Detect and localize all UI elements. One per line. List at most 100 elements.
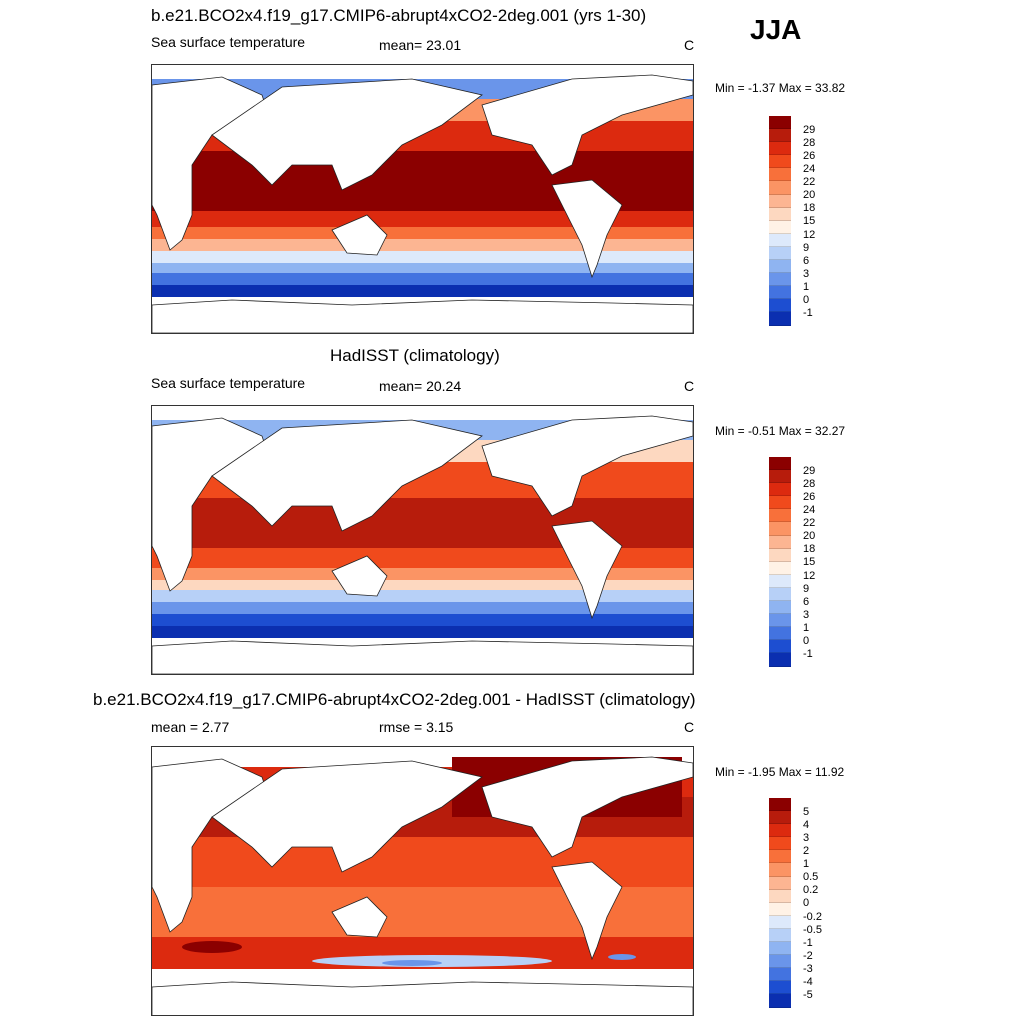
cbar-1-tick: 1: [803, 281, 810, 293]
cbar-2-tick: 12: [803, 570, 816, 582]
cbar-1-swatch: [769, 246, 791, 261]
cbar-1-tick: 0: [803, 294, 810, 306]
panel-3-map: [151, 746, 694, 1016]
panel-3-colorbar: [769, 798, 791, 1008]
cbar-3-swatch: [769, 968, 791, 982]
panel-1-minmax: Min = -1.37 Max = 33.82: [715, 81, 846, 95]
cbar-2-tick: 24: [803, 504, 816, 516]
cbar-2-tick: 3: [803, 609, 810, 621]
cbar-1-tick: 24: [803, 163, 816, 175]
cbar-2-swatch: [769, 601, 791, 615]
cbar-2-swatch: [769, 483, 791, 497]
cbar-3-tick: 2: [803, 845, 810, 857]
cbar-3-tick: 0: [803, 897, 810, 909]
cbar-2-tick: 15: [803, 556, 816, 568]
cbar-3-swatch: [769, 850, 791, 864]
cbar-1-tick: 6: [803, 255, 810, 267]
cbar-3-swatch: [769, 798, 791, 812]
cbar-1-tick: 28: [803, 137, 816, 149]
cbar-3-tick: -4: [803, 976, 813, 988]
cbar-3-swatch: [769, 994, 791, 1008]
cbar-3-tick: -2: [803, 950, 813, 962]
cbar-3-tick: 3: [803, 832, 810, 844]
cbar-1-swatch: [769, 233, 791, 247]
cbar-1-swatch: [769, 181, 791, 195]
cbar-3-swatch: [769, 981, 791, 995]
panel-3-rmse: rmse = 3.15: [379, 719, 454, 735]
cbar-1-swatch: [769, 286, 791, 300]
cbar-3-swatch: [769, 837, 791, 851]
cbar-2-swatch: [769, 535, 791, 549]
cbar-1-tick: 18: [803, 202, 816, 214]
cbar-1-swatch: [769, 260, 791, 274]
cbar-2-tick: 9: [803, 583, 810, 595]
cbar-3-tick: 4: [803, 819, 810, 831]
cbar-2-swatch: [769, 640, 791, 654]
panel-1-mean: mean= 23.01: [379, 37, 462, 53]
cbar-3-swatch: [769, 928, 791, 943]
cbar-1-swatch: [769, 142, 791, 156]
cbar-2-swatch: [769, 561, 791, 575]
cbar-3-swatch: [769, 889, 791, 903]
cbar-1-tick: 12: [803, 229, 816, 241]
cbar-3-tick: 0.5: [803, 871, 819, 883]
cbar-1-swatch: [769, 129, 791, 143]
cbar-3-swatch: [769, 915, 791, 929]
cbar-1-swatch: [769, 220, 791, 234]
cbar-2-swatch: [769, 457, 791, 471]
cbar-1-tick: 26: [803, 150, 816, 162]
panel-1-left-label: Sea surface temperature: [151, 34, 306, 50]
cbar-2-tick: 20: [803, 530, 816, 542]
cbar-1-swatch: [769, 155, 791, 169]
cbar-1-swatch: [769, 273, 791, 287]
cbar-1-tick: 20: [803, 189, 816, 201]
cbar-1-tick: 9: [803, 242, 810, 254]
cbar-1-tick: 22: [803, 176, 816, 188]
cbar-1-tick: -1: [803, 307, 813, 319]
cbar-1-swatch: [769, 194, 791, 208]
cbar-1-swatch: [769, 168, 791, 182]
panel-1-colorbar: [769, 116, 791, 326]
cbar-3-tick: -5: [803, 989, 813, 1001]
panel-2-colorbar: [769, 457, 791, 667]
cbar-1-swatch: [769, 299, 791, 313]
cbar-3-swatch: [769, 824, 791, 838]
cbar-3-tick: -0.2: [803, 911, 822, 923]
panel-3-minmax: Min = -1.95 Max = 11.92: [715, 765, 845, 779]
season-label: JJA: [750, 14, 802, 45]
cbar-2-swatch: [769, 522, 791, 536]
cbar-2-swatch: [769, 587, 791, 602]
cbar-2-swatch: [769, 614, 791, 628]
panel-1-units: C: [684, 37, 695, 53]
cbar-3-swatch: [769, 902, 791, 916]
cbar-2-tick: 6: [803, 596, 810, 608]
cbar-1-swatch: [769, 312, 791, 326]
cbar-3-tick: 0.2: [803, 884, 819, 896]
panel-2-map: [151, 405, 694, 675]
panel-1-title: b.e21.BCO2x4.f19_g17.CMIP6-abrupt4xCO2-2…: [151, 6, 647, 25]
cbar-2-swatch: [769, 509, 791, 523]
cbar-2-swatch: [769, 574, 791, 588]
cbar-3-swatch: [769, 876, 791, 890]
cbar-1-tick: 15: [803, 215, 816, 227]
panel-3-units: C: [684, 719, 695, 735]
panel-2-left-label: Sea surface temperature: [151, 375, 306, 391]
panel-3-title: b.e21.BCO2x4.f19_g17.CMIP6-abrupt4xCO2-2…: [93, 690, 696, 709]
cbar-2-tick: 18: [803, 543, 816, 555]
cbar-3-tick: 1: [803, 858, 810, 870]
cbar-2-tick: 1: [803, 622, 810, 634]
cbar-2-swatch: [769, 496, 791, 510]
panel-2-title: HadISST (climatology): [330, 346, 500, 365]
cbar-2-tick: 29: [803, 465, 816, 477]
cbar-3-tick: -3: [803, 963, 813, 975]
cbar-3-swatch: [769, 811, 791, 825]
panel-2-units: C: [684, 378, 695, 394]
cbar-2-swatch: [769, 470, 791, 484]
panel-1-map: [151, 64, 694, 334]
cbar-3-tick: -0.5: [803, 924, 822, 936]
cbar-3-tick: -1: [803, 937, 813, 949]
cbar-3-swatch: [769, 942, 791, 956]
cbar-2-tick: 22: [803, 517, 816, 529]
cbar-1-tick: 3: [803, 268, 810, 280]
cbar-1-swatch: [769, 207, 791, 221]
